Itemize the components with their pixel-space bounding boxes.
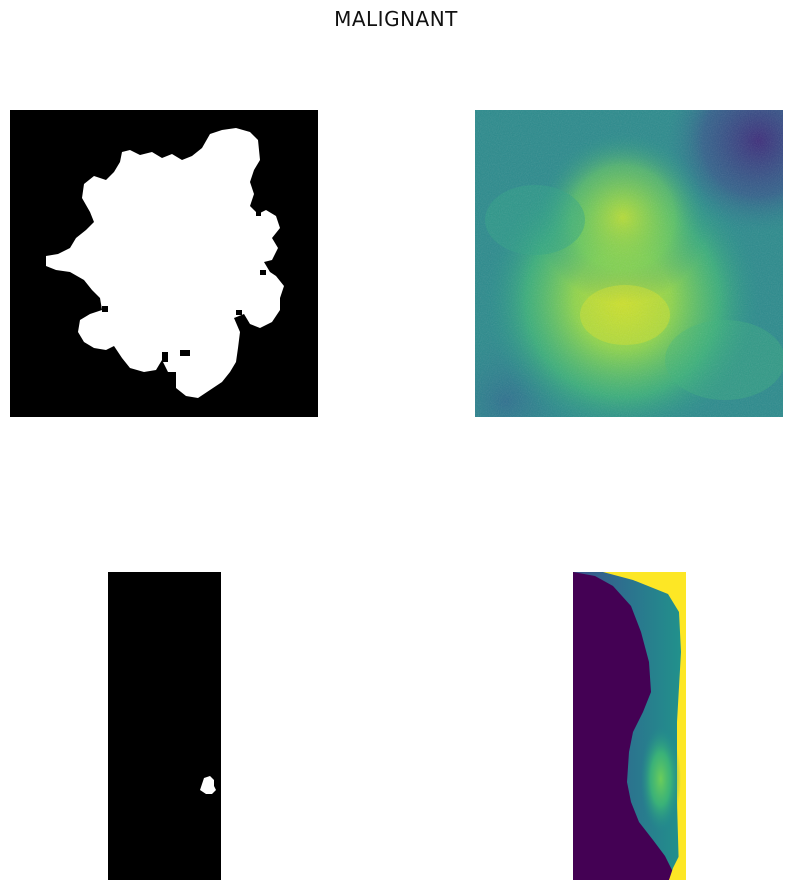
figure-title: MALIGNANT — [0, 7, 792, 31]
mammogram-heatmap — [573, 572, 686, 880]
mammogram-image-bottom — [573, 572, 686, 880]
mask-image-top — [10, 110, 318, 417]
ultrasound-image-top — [475, 110, 783, 417]
mask-spot — [108, 572, 221, 880]
ultrasound-heatmap — [475, 110, 783, 417]
mask-image-bottom — [108, 572, 221, 880]
mask-blob-large — [10, 110, 318, 417]
